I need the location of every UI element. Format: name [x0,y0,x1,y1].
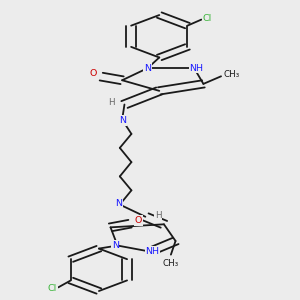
Text: Cl: Cl [203,14,212,23]
Text: NH: NH [145,247,159,256]
Text: Cl: Cl [48,284,57,293]
Text: H: H [155,211,162,220]
Text: N: N [144,64,151,73]
Text: CH₃: CH₃ [163,259,179,268]
Text: NH: NH [189,64,203,73]
Text: N: N [112,241,119,250]
Text: O: O [89,69,97,78]
Text: O: O [135,216,142,225]
Text: N: N [116,200,122,208]
Text: H: H [108,98,115,107]
Text: N: N [120,116,127,125]
Text: CH₃: CH₃ [223,70,239,79]
